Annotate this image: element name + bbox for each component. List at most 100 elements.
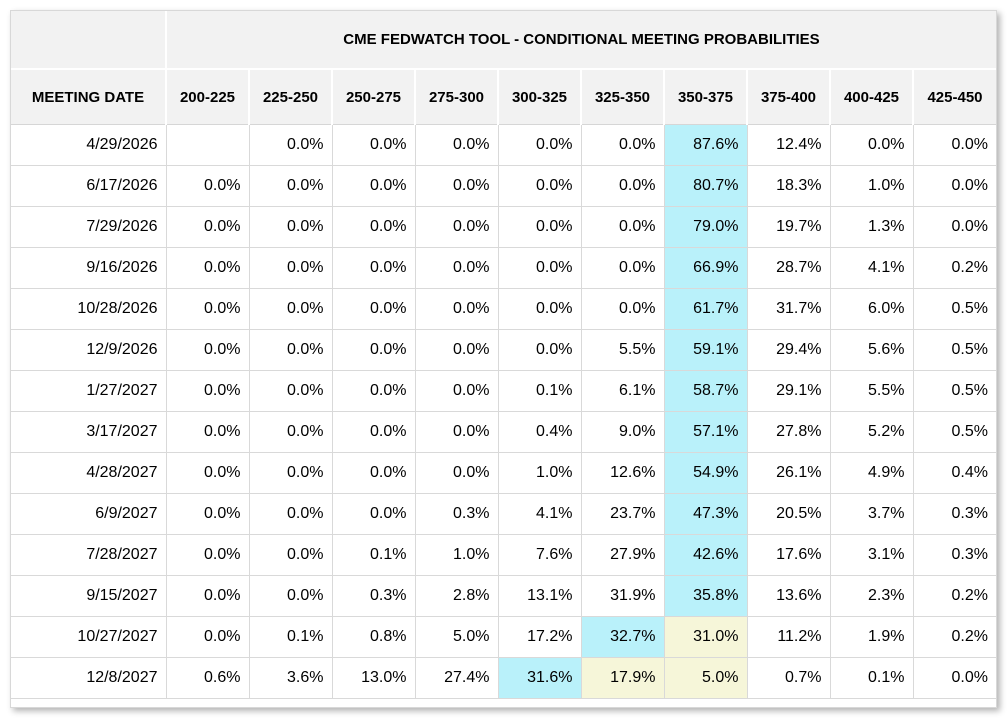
table-row: 6/17/2026 0.0% 0.0% 0.0% 0.0% 0.0% 0.0% 80.7% 18… [11,165,996,207]
probability-cell: 0.5% [912,288,996,330]
probability-cell: 0.0% [414,329,499,371]
probability-cell: 0.1% [497,370,582,412]
probability-cell: 0.0% [331,370,416,412]
probability-cell: 4.1% [829,247,914,289]
probability-cell: 0.0% [829,124,914,166]
meeting-date-cell: 6/9/2027 [11,493,167,535]
meeting-date-cell: 7/28/2027 [11,534,167,576]
probability-cell: 57.1% [663,411,748,453]
table-row: 10/28/2026 0.0% 0.0% 0.0% 0.0% 0.0% 0.0% 61.7% 3… [11,288,996,330]
probability-cell: 0.0% [165,329,250,371]
probability-cell: 0.0% [414,452,499,494]
probability-cell: 0.0% [912,124,996,166]
probability-cell: 0.4% [912,452,996,494]
probability-cell: 0.7% [746,657,831,699]
probability-cell: 6.1% [580,370,665,412]
probability-cell: 0.0% [248,288,333,330]
probability-cell: 0.0% [414,124,499,166]
probability-cell: 0.0% [331,124,416,166]
probability-cell: 32.7% [580,616,665,658]
probability-cell: 0.0% [165,206,250,248]
column-header-row: MEETING DATE 200-225 225-250 250-275 275… [11,68,996,125]
probability-cell: 79.0% [663,206,748,248]
probability-cell: 0.0% [912,657,996,699]
probability-cell: 17.9% [580,657,665,699]
table-row: 4/29/2026 0.0% 0.0% 0.0% 0.0% 0.0% 87.6% 12.4% 0… [11,124,996,166]
probability-cell: 3.1% [829,534,914,576]
probability-cell: 0.1% [248,616,333,658]
probability-cell: 1.0% [497,452,582,494]
probability-cell: 0.0% [165,534,250,576]
probability-cell: 0.2% [912,575,996,617]
probability-cell: 80.7% [663,165,748,207]
corner-cell [11,11,167,70]
column-header-300-325: 300-325 [497,68,582,125]
probability-cell: 5.2% [829,411,914,453]
probability-cell: 0.0% [331,247,416,289]
probability-cell: 87.6% [663,124,748,166]
probability-cell: 1.9% [829,616,914,658]
probability-cell: 13.1% [497,575,582,617]
probability-cell: 0.0% [165,575,250,617]
probability-cell: 0.5% [912,329,996,371]
probability-cell: 1.3% [829,206,914,248]
column-header-375-400: 375-400 [746,68,831,125]
meeting-date-cell: 1/27/2027 [11,370,167,412]
probability-cell: 0.0% [580,206,665,248]
probability-cell: 0.3% [912,534,996,576]
probability-cell: 59.1% [663,329,748,371]
table-row: 7/29/2026 0.0% 0.0% 0.0% 0.0% 0.0% 0.0% 79.0% 19… [11,206,996,248]
probability-cell: 11.2% [746,616,831,658]
probability-cell: 0.0% [497,165,582,207]
probability-cell: 0.0% [331,288,416,330]
column-header-275-300: 275-300 [414,68,499,125]
probability-cell: 31.0% [663,616,748,658]
probability-cell: 0.1% [829,657,914,699]
probability-cell: 1.0% [829,165,914,207]
probability-cell: 47.3% [663,493,748,535]
table-row: 6/9/2027 0.0% 0.0% 0.0% 0.3% 4.1% 23.7% 47.3% 20… [11,493,996,535]
probability-cell: 0.0% [248,411,333,453]
probability-cell: 0.0% [331,165,416,207]
probability-cell: 13.6% [746,575,831,617]
meeting-date-cell: 9/16/2026 [11,247,167,289]
probability-cell: 4.1% [497,493,582,535]
probability-cell: 5.6% [829,329,914,371]
meeting-date-cell: 9/15/2027 [11,575,167,617]
table-row: 12/8/2027 0.6% 3.6% 13.0% 27.4% 31.6% 17.9% 5.0… [11,657,996,699]
probability-cell: 0.0% [414,288,499,330]
probability-cell: 0.0% [414,247,499,289]
probability-cell: 9.0% [580,411,665,453]
probability-cell: 5.0% [663,657,748,699]
table-row: 9/16/2026 0.0% 0.0% 0.0% 0.0% 0.0% 0.0% 66.9% 28… [11,247,996,289]
probability-cell [165,124,250,166]
meeting-date-cell: 10/27/2027 [11,616,167,658]
probability-cell: 61.7% [663,288,748,330]
table-row: 1/27/2027 0.0% 0.0% 0.0% 0.0% 0.1% 6.1% 58.7% 29… [11,370,996,412]
probability-cell: 4.9% [829,452,914,494]
probability-cell: 0.4% [497,411,582,453]
probability-cell: 5.0% [414,616,499,658]
probability-cell: 0.0% [165,452,250,494]
probability-cell: 0.0% [580,247,665,289]
table-row: 9/15/2027 0.0% 0.0% 0.3% 2.8% 13.1% 31.9% 35.8%… [11,575,996,617]
probability-cell: 2.3% [829,575,914,617]
table-row: 7/28/2027 0.0% 0.0% 0.1% 1.0% 7.6% 27.9% 42.6% 1… [11,534,996,576]
probability-cell: 5.5% [580,329,665,371]
probability-cell: 28.7% [746,247,831,289]
probability-cell: 0.3% [331,575,416,617]
probability-cell: 31.9% [580,575,665,617]
probability-cell: 0.0% [497,288,582,330]
probability-cell: 12.4% [746,124,831,166]
table-body: 4/29/2026 0.0% 0.0% 0.0% 0.0% 0.0% 87.6% 12.4% 0… [11,124,996,699]
probability-cell: 6.0% [829,288,914,330]
meeting-date-cell: 4/28/2027 [11,452,167,494]
probability-cell: 0.0% [165,616,250,658]
column-header-400-425: 400-425 [829,68,914,125]
probability-cell: 0.0% [165,165,250,207]
probability-cell: 0.0% [165,288,250,330]
meeting-date-cell: 6/17/2026 [11,165,167,207]
probability-cell: 31.6% [497,657,582,699]
probability-cell: 23.7% [580,493,665,535]
probability-cell: 29.1% [746,370,831,412]
